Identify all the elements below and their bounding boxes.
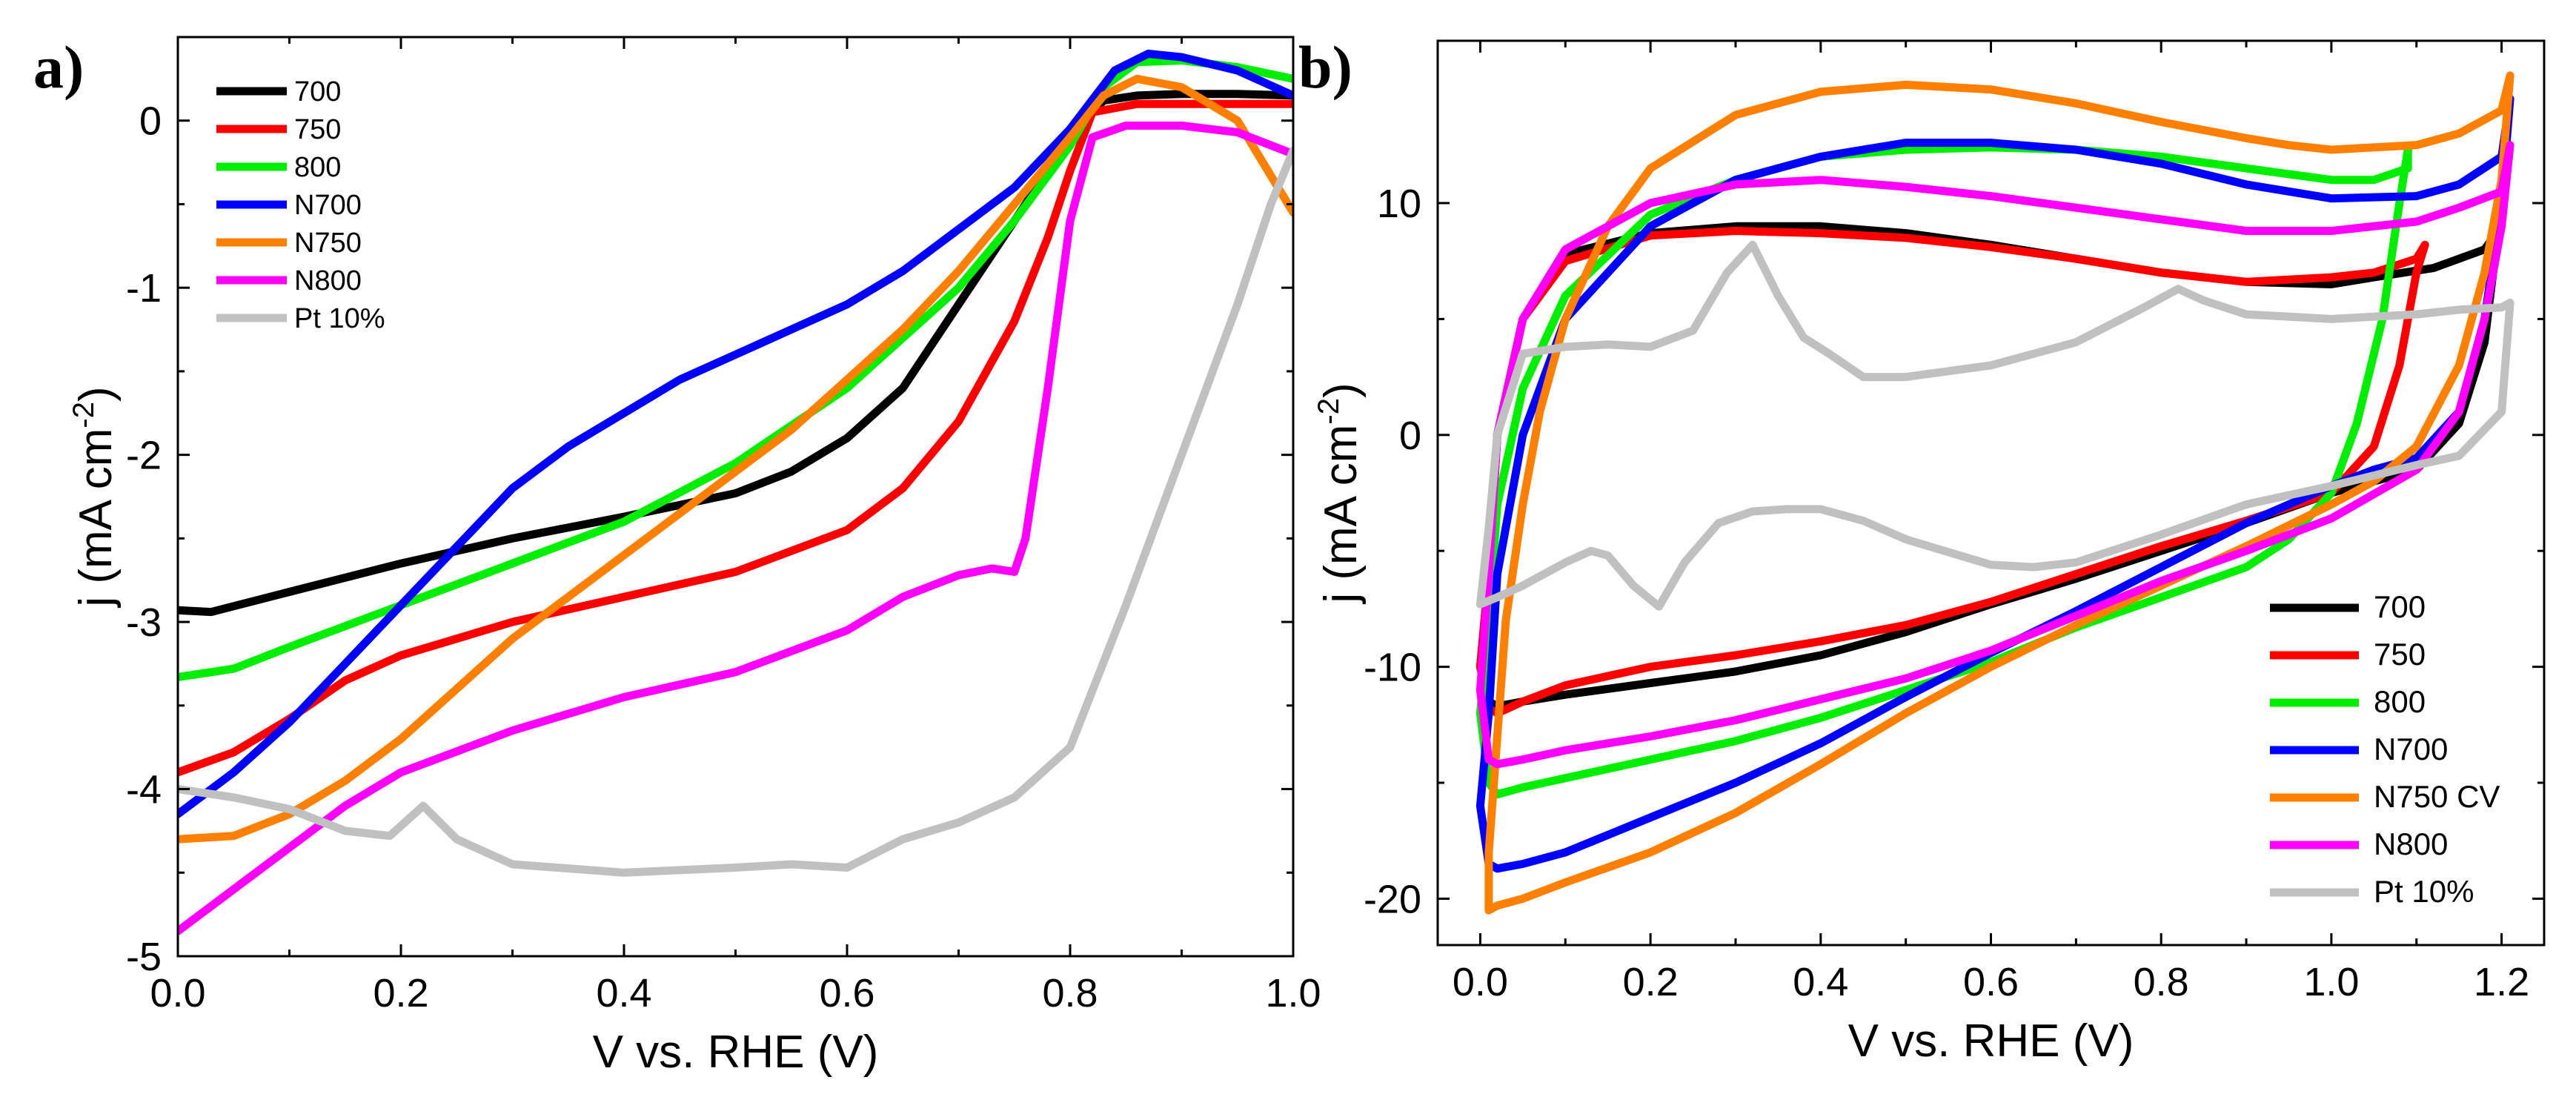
x-tick-label: 0.4 [596, 971, 651, 1015]
y-axis-title-end: ) [70, 386, 122, 402]
legend-item: 800 [216, 152, 341, 183]
series-line-750 [1475, 227, 2429, 718]
x-tick-label: 0.8 [2134, 960, 2189, 1004]
x-tick-label: 1.0 [1265, 971, 1321, 1015]
legend-label: Pt 10% [294, 303, 385, 334]
x-axis-title: V vs. RHE (V) [593, 1027, 879, 1078]
y-tick-label: 0 [1399, 414, 1421, 458]
legend-label: 750 [294, 114, 341, 145]
y-tick-label: -20 [1364, 877, 1421, 921]
legend-item: N750 [216, 228, 362, 259]
series-line-n700 [178, 50, 1293, 818]
plot-area [1475, 71, 2514, 915]
legend-label: N800 [294, 265, 362, 296]
chart-panel-b: b) 0.0 0.2 0.4 0.6 0.8 1.0 1.2 10 0 -10 -20 V vs. RH… [1298, 33, 2546, 1067]
series-line-800 [178, 56, 1293, 681]
y-axis-title: j (mA cm-2) [1312, 382, 1367, 604]
x-tick-label: 1.2 [2474, 960, 2529, 1004]
y-axis-title-superscript: -2 [67, 402, 100, 428]
y-tick-label: 10 [1377, 182, 1421, 226]
legend-label: Pt 10% [2374, 874, 2474, 909]
x-axis-title: V vs. RHE (V) [1848, 1015, 2134, 1067]
y-axis-title-end: ) [1315, 382, 1367, 398]
legend-item: 700 [216, 76, 341, 107]
x-tick-label: 0.2 [373, 971, 428, 1015]
legend-label: 800 [2374, 684, 2426, 719]
series-line-700 [178, 90, 1293, 617]
y-axis-title: j (mA cm-2) [67, 386, 122, 608]
x-tick-label: 0.6 [1963, 960, 2019, 1004]
y-tick-label: -2 [126, 434, 162, 478]
legend-label: N700 [294, 190, 362, 221]
legend-item: N700 [216, 190, 362, 221]
legend-item: N750 CV [2270, 779, 2500, 814]
legend-item: 800 [2270, 684, 2426, 719]
series-line-pt-10- [1475, 240, 2514, 611]
legend-label: 700 [294, 76, 341, 107]
legend-label: 750 [2374, 637, 2426, 672]
y-tick-label: -5 [126, 935, 162, 979]
y-tick-label: 0 [139, 99, 162, 144]
y-tick-label: -3 [126, 600, 162, 645]
series-line-800 [1475, 143, 2412, 799]
plot-area [178, 50, 1293, 935]
series-line-n750 [178, 74, 1293, 844]
series-line-n750-cv [1484, 71, 2514, 915]
legend-item: 700 [2270, 589, 2426, 624]
x-tick-label: 0.0 [1453, 960, 1508, 1004]
legend: 700 750 800 N700 N750 N800 Pt 10% [216, 76, 385, 334]
legend-label: N800 [2374, 826, 2448, 861]
panel-label: a) [33, 33, 84, 101]
y-tick-label: -10 [1364, 646, 1421, 690]
legend-item: Pt 10% [216, 303, 385, 334]
x-tick-label: 0.4 [1793, 960, 1848, 1004]
legend-label: N700 [2374, 732, 2448, 766]
y-tick-label: -1 [126, 266, 162, 311]
y-axis-title-main: j (mA cm [1315, 425, 1367, 605]
panel-label: b) [1298, 33, 1352, 101]
legend-item: N700 [2270, 732, 2448, 766]
legend-item: N800 [2270, 826, 2448, 861]
series-line-pt-10- [178, 146, 1293, 877]
series-line-750 [178, 99, 1293, 777]
legend-label: N750 [294, 228, 362, 259]
legend-label: 700 [2374, 589, 2426, 624]
legend-item: Pt 10% [2270, 874, 2474, 909]
legend-label: 800 [294, 152, 341, 183]
legend-label: N750 CV [2374, 779, 2500, 814]
series-line-n800 [178, 122, 1293, 935]
y-axis-title-main: j (mA cm [70, 428, 122, 609]
x-tick-label: 0.2 [1623, 960, 1679, 1004]
legend: 700 750 800 N700 N750 CV N800 Pt 10% [2270, 589, 2500, 909]
legend-item: 750 [2270, 637, 2426, 672]
x-tick-label: 1.0 [2303, 960, 2359, 1004]
legend-item: N800 [216, 265, 362, 296]
y-tick-label: -4 [126, 768, 162, 812]
x-tick-label: 0.0 [150, 971, 205, 1015]
x-tick-label: 0.8 [1042, 971, 1098, 1015]
series-line-n800 [1475, 141, 2514, 769]
x-tick-label: 0.6 [819, 971, 874, 1015]
chart-panel-a: a) 0.0 0.2 0.4 0.6 0.8 1.0 0 -1 -2 -3 -4 -5 V vs. RHE… [33, 33, 1321, 1078]
legend-item: 750 [216, 114, 341, 145]
y-axis-title-superscript: -2 [1312, 398, 1345, 425]
